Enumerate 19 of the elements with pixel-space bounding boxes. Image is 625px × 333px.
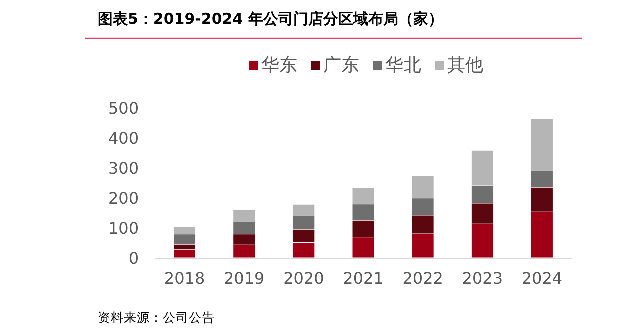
x-tick-label: 2024 xyxy=(522,269,563,288)
y-tick-label: 0 xyxy=(128,249,139,268)
legend-label: 华北 xyxy=(386,55,422,76)
y-tick-label: 300 xyxy=(108,159,139,178)
x-tick-label: 2023 xyxy=(462,269,503,288)
legend-label: 其他 xyxy=(448,55,484,76)
x-tick-label: 2022 xyxy=(402,269,444,288)
legend-label: 华东 xyxy=(262,55,298,76)
y-tick-label: 200 xyxy=(108,189,139,208)
y-tick-label: 100 xyxy=(108,219,139,238)
chart-title: 图表5：2019-2024 年公司门店分区域布局（家） xyxy=(98,10,444,28)
y-tick-label: 500 xyxy=(108,99,139,118)
text: 资料来源：公司公告 xyxy=(98,310,215,325)
x-tick-label: 2020 xyxy=(284,269,324,288)
x-tick-label: 2021 xyxy=(343,269,384,288)
legend-label: 广东 xyxy=(324,55,360,76)
y-tick-label: 400 xyxy=(108,129,139,148)
x-tick-label: 2018 xyxy=(164,269,206,288)
x-tick-label: 2019 xyxy=(224,269,265,288)
